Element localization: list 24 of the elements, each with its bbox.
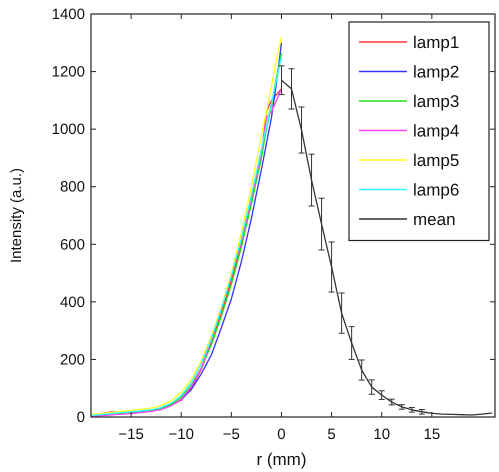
y-tick-label: 1200 xyxy=(52,64,85,81)
x-axis-title: r (mm) xyxy=(256,450,306,469)
legend-label: lamp3 xyxy=(413,92,460,111)
legend-label: lamp6 xyxy=(413,180,460,200)
y-axis-title: Intensity (a.u.) xyxy=(8,168,25,264)
x-tick-label: 0 xyxy=(277,426,286,443)
y-tick-label: 1000 xyxy=(52,121,85,138)
x-tick-label: 10 xyxy=(373,426,390,443)
y-tick-label: 600 xyxy=(60,236,85,254)
legend-label: lamp4 xyxy=(413,122,460,140)
legend-label: lamp1 xyxy=(413,33,460,52)
legend-label: lamp2 xyxy=(413,62,460,82)
y-tick-label: 200 xyxy=(60,351,85,368)
x-tick-label: −5 xyxy=(222,426,240,443)
y-tick-label: 0 xyxy=(76,409,85,426)
x-tick-label: 5 xyxy=(327,426,336,443)
y-tick-label: 800 xyxy=(60,178,85,196)
y-tick-label: 1400 xyxy=(52,6,85,23)
y-tick-label: 400 xyxy=(60,294,85,311)
x-tick-label: −10 xyxy=(168,426,194,443)
legend-label: mean xyxy=(413,210,456,229)
x-tick-label: 15 xyxy=(424,426,440,443)
legend-label: lamp5 xyxy=(413,151,460,170)
x-tick-label: −15 xyxy=(118,426,144,443)
